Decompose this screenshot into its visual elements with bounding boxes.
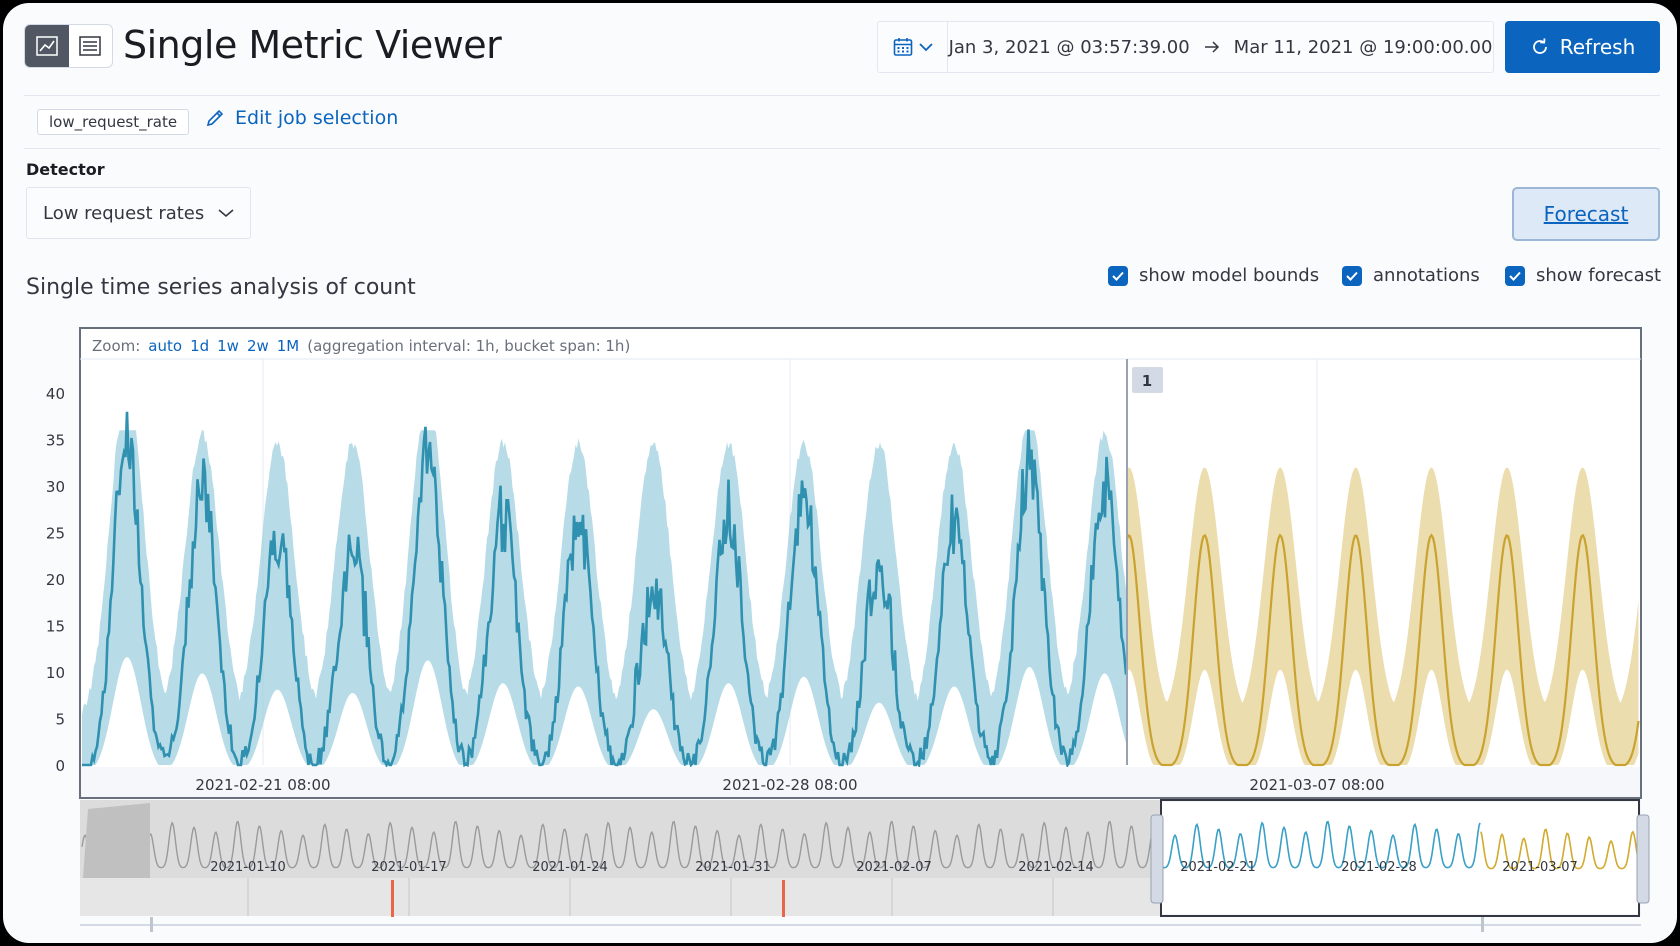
detector-label: Detector [26,160,105,179]
scroll-marker-right [1481,917,1484,932]
divider [24,148,1660,149]
context-tick-label: 2021-02-14 [1018,860,1094,875]
app-window: Single Metric Viewer Jan 3, 2021 @ 03:57… [3,3,1677,943]
x-tick-label: 2021-02-28 08:00 [722,776,857,794]
arrow-right-icon [1204,41,1219,53]
divider [24,95,1660,96]
context-tick-label: 2021-02-07 [856,860,932,875]
checkbox[interactable] [1108,265,1128,286]
date-picker: Jan 3, 2021 @ 03:57:39.00 Mar 11, 2021 @… [877,21,1494,73]
context-history-line [81,820,1163,869]
check-icon [1509,271,1521,281]
context-tick-label: 2021-02-21 [1180,860,1256,875]
zoom-auto[interactable]: auto [148,337,183,355]
y-tick-label: 20 [46,571,65,589]
y-tick-label: 30 [46,478,65,496]
toggle-model-bounds[interactable]: show model bounds [1108,265,1319,286]
table-view-button[interactable] [69,25,113,67]
anomaly-marker [391,880,394,917]
edit-job-label: Edit job selection [235,107,399,129]
y-tick-label: 10 [46,664,65,682]
context-tick-label: 2021-02-28 [1341,860,1417,875]
context-forecast-line [1480,828,1640,870]
zoom-1w[interactable]: 1w [217,337,239,355]
job-id-badge: low_request_rate [37,109,190,135]
pencil-icon [206,109,224,127]
context-selection-area [1161,802,1639,914]
context-unselected-area [80,800,1160,878]
chart-view-button[interactable] [25,25,69,67]
table-icon [79,36,101,56]
toggle-annotations[interactable]: annotations [1342,265,1480,286]
context-selected-line [1162,820,1481,869]
time-series-chart[interactable]: 0 5 10 15 20 25 30 35 40 1 2021-02-21 08:00 2021-02… [3,3,1677,943]
section-title: Single time series analysis of count [26,275,416,300]
zoom-label: Zoom: [92,337,141,355]
y-tick-label: 35 [46,432,65,450]
edit-job-selection-link[interactable]: Edit job selection [205,107,398,129]
context-tick-label: 2021-01-10 [210,860,286,875]
calendar-icon [893,38,912,56]
zoom-row: Zoom: auto 1d 1w 2w 1M (aggregation inte… [92,337,630,355]
y-tick-label: 5 [55,711,65,729]
x-tick-label: 2021-03-07 08:00 [1249,776,1384,794]
end-date[interactable]: Mar 11, 2021 @ 19:00:00.00 [1233,36,1493,58]
detector-value: Low request rates [43,202,205,224]
y-tick-label: 15 [46,618,65,636]
date-range-display: Jan 3, 2021 @ 03:57:39.00 Mar 11, 2021 @… [948,22,1493,72]
y-tick-label: 0 [55,757,65,775]
context-tick-label: 2021-01-31 [695,860,771,875]
brush-handle-left [1150,814,1164,904]
context-swimlane [80,878,1160,916]
x-tick-label: 2021-02-21 08:00 [195,776,330,794]
view-toggle [24,24,113,68]
checkbox[interactable] [1342,265,1362,286]
checkbox[interactable] [1505,265,1525,286]
context-tick-label: 2021-01-17 [371,860,447,875]
start-date[interactable]: Jan 3, 2021 @ 03:57:39.00 [948,36,1190,58]
chevron-down-icon [218,209,234,218]
toggle-label: show forecast [1536,265,1662,286]
chevron-down-icon [918,43,933,52]
annotation-label: 1 [1142,372,1152,390]
x-axis-band [81,767,1640,797]
zoom-2w[interactable]: 2w [246,337,269,355]
refresh-label: Refresh [1559,35,1636,59]
page-header: Single Metric Viewer Jan 3, 2021 @ 03:57… [3,3,1677,95]
brush-handle-right [1636,814,1650,904]
annotation-marker [1132,367,1163,393]
page-title: Single Metric Viewer [123,23,502,67]
quick-select-button[interactable] [878,22,948,72]
toggle-label: annotations [1373,265,1480,286]
aggregation-info: (aggregation interval: 1h, bucket span: … [307,337,631,355]
refresh-icon [1532,38,1547,54]
actual-series-line [82,411,1128,770]
y-tick-label: 25 [46,525,65,543]
forecast-button[interactable]: Forecast [1512,187,1660,241]
toggle-show-forecast[interactable]: show forecast [1505,265,1661,286]
y-tick-label: 40 [46,385,65,403]
forecast-series-line [1125,533,1640,767]
anomaly-marker [782,880,785,917]
model-bounds-band [82,430,1126,765]
detector-select[interactable]: Low request rates [26,187,251,239]
check-icon [1346,271,1358,281]
check-icon [1112,271,1124,281]
refresh-button[interactable]: Refresh [1505,21,1660,73]
scroll-marker-left [150,917,153,932]
context-initial-block [83,803,150,878]
zoom-1m[interactable]: 1M [276,337,300,355]
zoom-1d[interactable]: 1d [190,337,210,355]
toggle-label: show model bounds [1139,265,1320,286]
context-tick-label: 2021-01-24 [532,860,608,875]
context-tick-label: 2021-03-07 [1502,860,1578,875]
chart-icon [36,36,58,56]
